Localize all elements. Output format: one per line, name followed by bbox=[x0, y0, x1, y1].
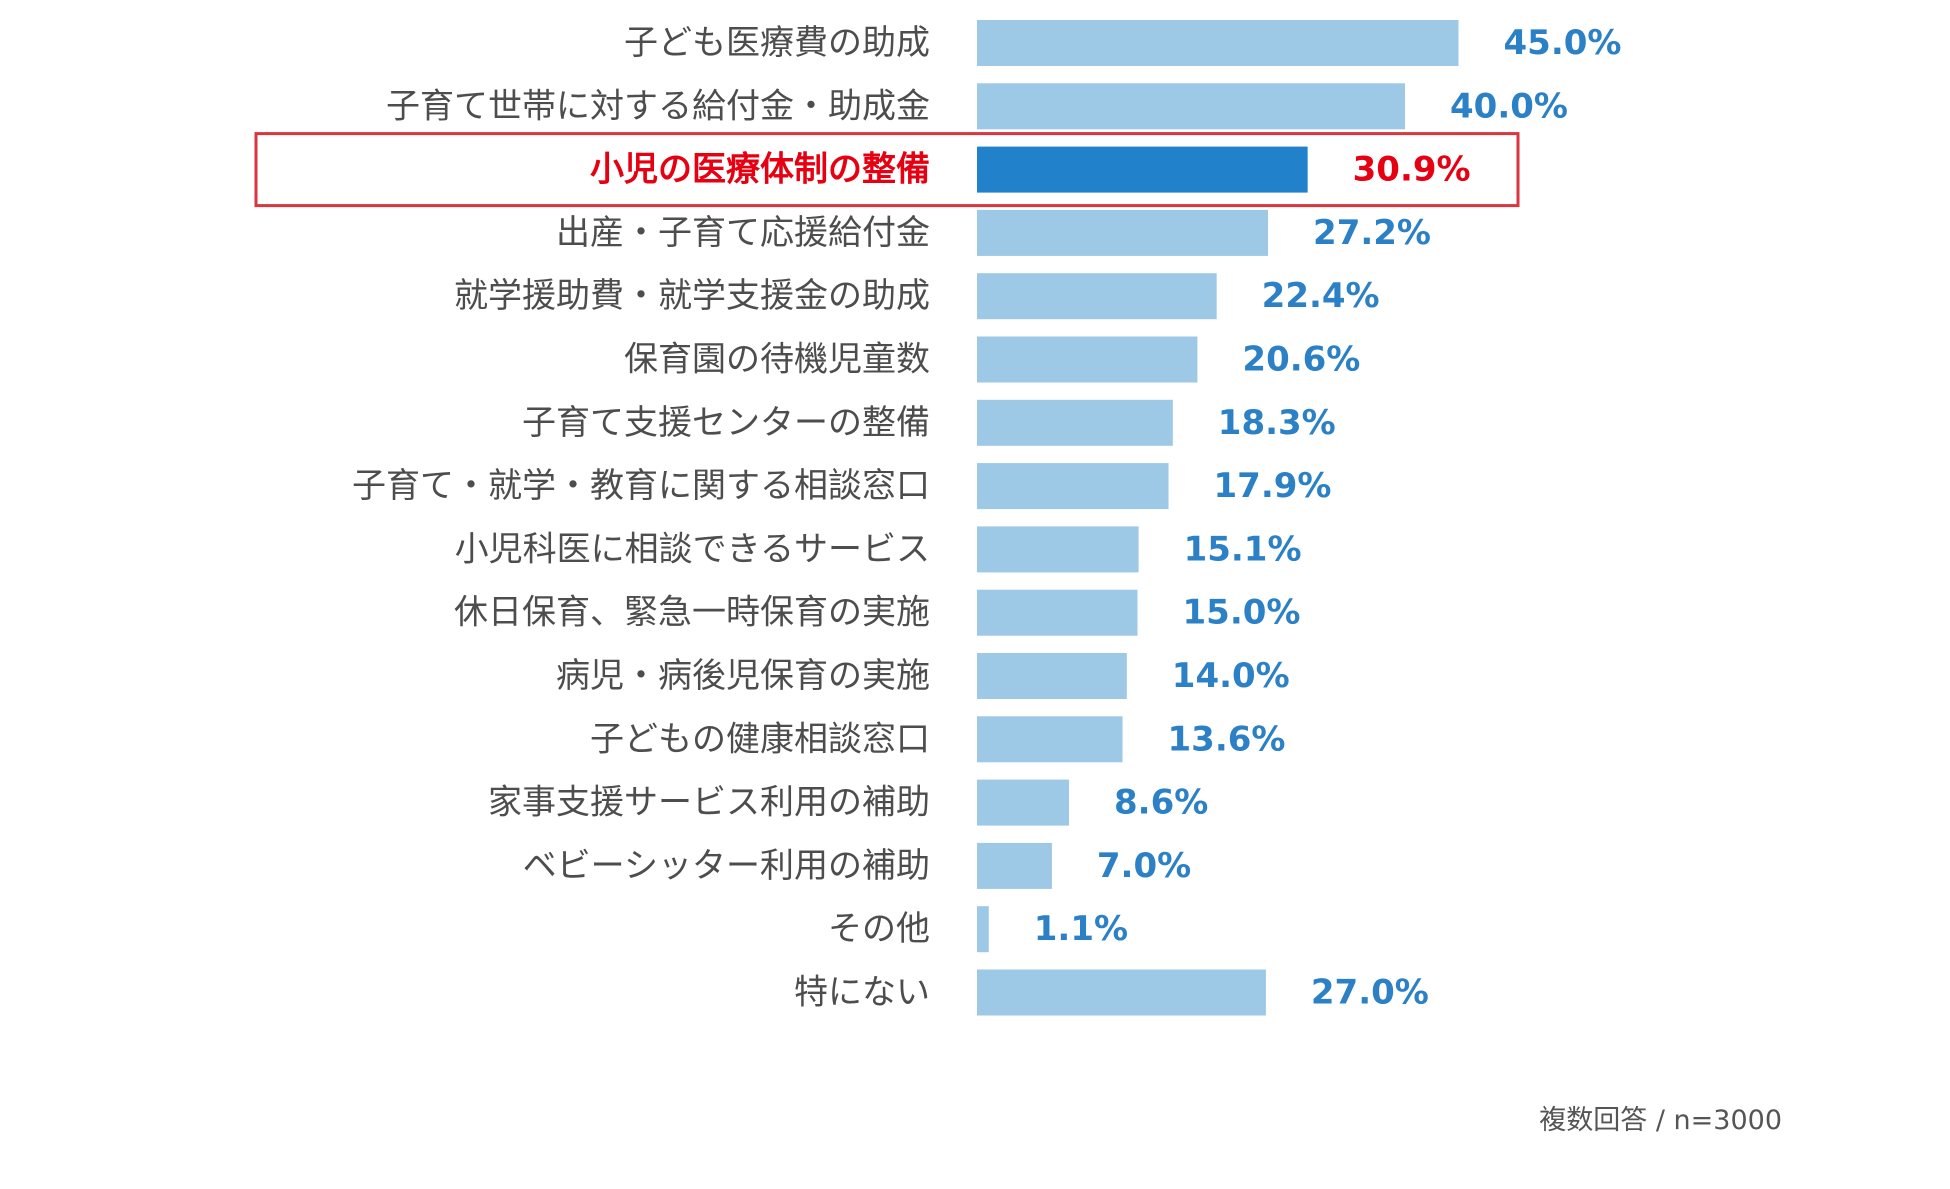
category-label-5: 就学援助費・就学支援金の助成 bbox=[454, 276, 930, 316]
category-label-10: 休日保育、緊急一時保育の実施 bbox=[454, 593, 930, 633]
bar-9 bbox=[977, 526, 1139, 573]
bar-16 bbox=[977, 969, 1266, 1016]
bar-3 bbox=[977, 146, 1308, 193]
bar-15 bbox=[977, 906, 989, 953]
value-label-15: 1.1% bbox=[1034, 909, 1128, 949]
value-label-13: 8.6% bbox=[1114, 783, 1208, 823]
value-label-9: 15.1% bbox=[1184, 529, 1302, 569]
category-label-2: 子育て世帯に対する給付金・助成金 bbox=[386, 86, 930, 126]
bar-13 bbox=[977, 779, 1070, 826]
value-label-12: 13.6% bbox=[1168, 719, 1286, 759]
value-label-16: 27.0% bbox=[1311, 973, 1429, 1013]
bar-5 bbox=[977, 273, 1217, 320]
category-label-7: 子育て支援センターの整備 bbox=[522, 403, 930, 443]
bar-4 bbox=[977, 209, 1269, 256]
value-label-6: 20.6% bbox=[1242, 340, 1360, 380]
category-label-8: 子育て・就学・教育に関する相談窓口 bbox=[352, 466, 930, 506]
value-labels: 45.0% 40.0% 30.9% 27.2% 22.4% 20.6% 18.3% 17.9%… bbox=[1034, 23, 1622, 1013]
category-label-13: 家事支援サービス利用の補助 bbox=[488, 783, 930, 823]
value-label-7: 18.3% bbox=[1218, 403, 1336, 443]
value-label-4: 27.2% bbox=[1313, 213, 1431, 253]
bar-2 bbox=[977, 83, 1405, 130]
footnote: 複数回答 / n=3000 bbox=[1539, 1105, 1782, 1136]
category-label-1: 子ども医療費の助成 bbox=[624, 23, 930, 63]
bar-14 bbox=[977, 842, 1052, 889]
value-label-14: 7.0% bbox=[1097, 846, 1191, 886]
bar-12 bbox=[977, 716, 1123, 763]
value-label-2: 40.0% bbox=[1450, 86, 1568, 126]
bar-11 bbox=[977, 653, 1127, 699]
bar-7 bbox=[977, 399, 1173, 446]
category-label-15: その他 bbox=[828, 909, 930, 949]
highlight-layer bbox=[254, 132, 1520, 208]
bar-8 bbox=[977, 463, 1169, 510]
value-label-5: 22.4% bbox=[1262, 276, 1380, 316]
value-label-11: 14.0% bbox=[1172, 656, 1290, 696]
category-label-11: 病児・病後児保育の実施 bbox=[556, 656, 930, 696]
value-label-10: 15.0% bbox=[1183, 593, 1301, 633]
bar-1 bbox=[977, 20, 1459, 66]
value-label-8: 17.9% bbox=[1214, 466, 1332, 506]
value-label-3: 30.9% bbox=[1353, 150, 1471, 190]
value-label-1: 45.0% bbox=[1504, 23, 1622, 63]
bars bbox=[977, 20, 1459, 1016]
category-label-4: 出産・子育て応援給付金 bbox=[556, 213, 930, 253]
bar-6 bbox=[977, 336, 1198, 383]
category-label-14: ベビーシッター利用の補助 bbox=[523, 846, 930, 886]
highlight-box bbox=[254, 132, 1520, 208]
category-label-16: 特にない bbox=[794, 973, 930, 1013]
category-label-3: 小児の医療体制の整備 bbox=[590, 150, 930, 190]
bar-10 bbox=[977, 589, 1138, 636]
category-label-6: 保育園の待機児童数 bbox=[624, 340, 930, 380]
category-label-9: 小児科医に相談できるサービス bbox=[455, 529, 930, 569]
category-label-12: 子どもの健康相談窓口 bbox=[590, 719, 930, 759]
category-labels: 子ども医療費の助成子育て世帯に対する給付金・助成金小児の医療体制の整備出産・子育… bbox=[352, 23, 930, 1013]
